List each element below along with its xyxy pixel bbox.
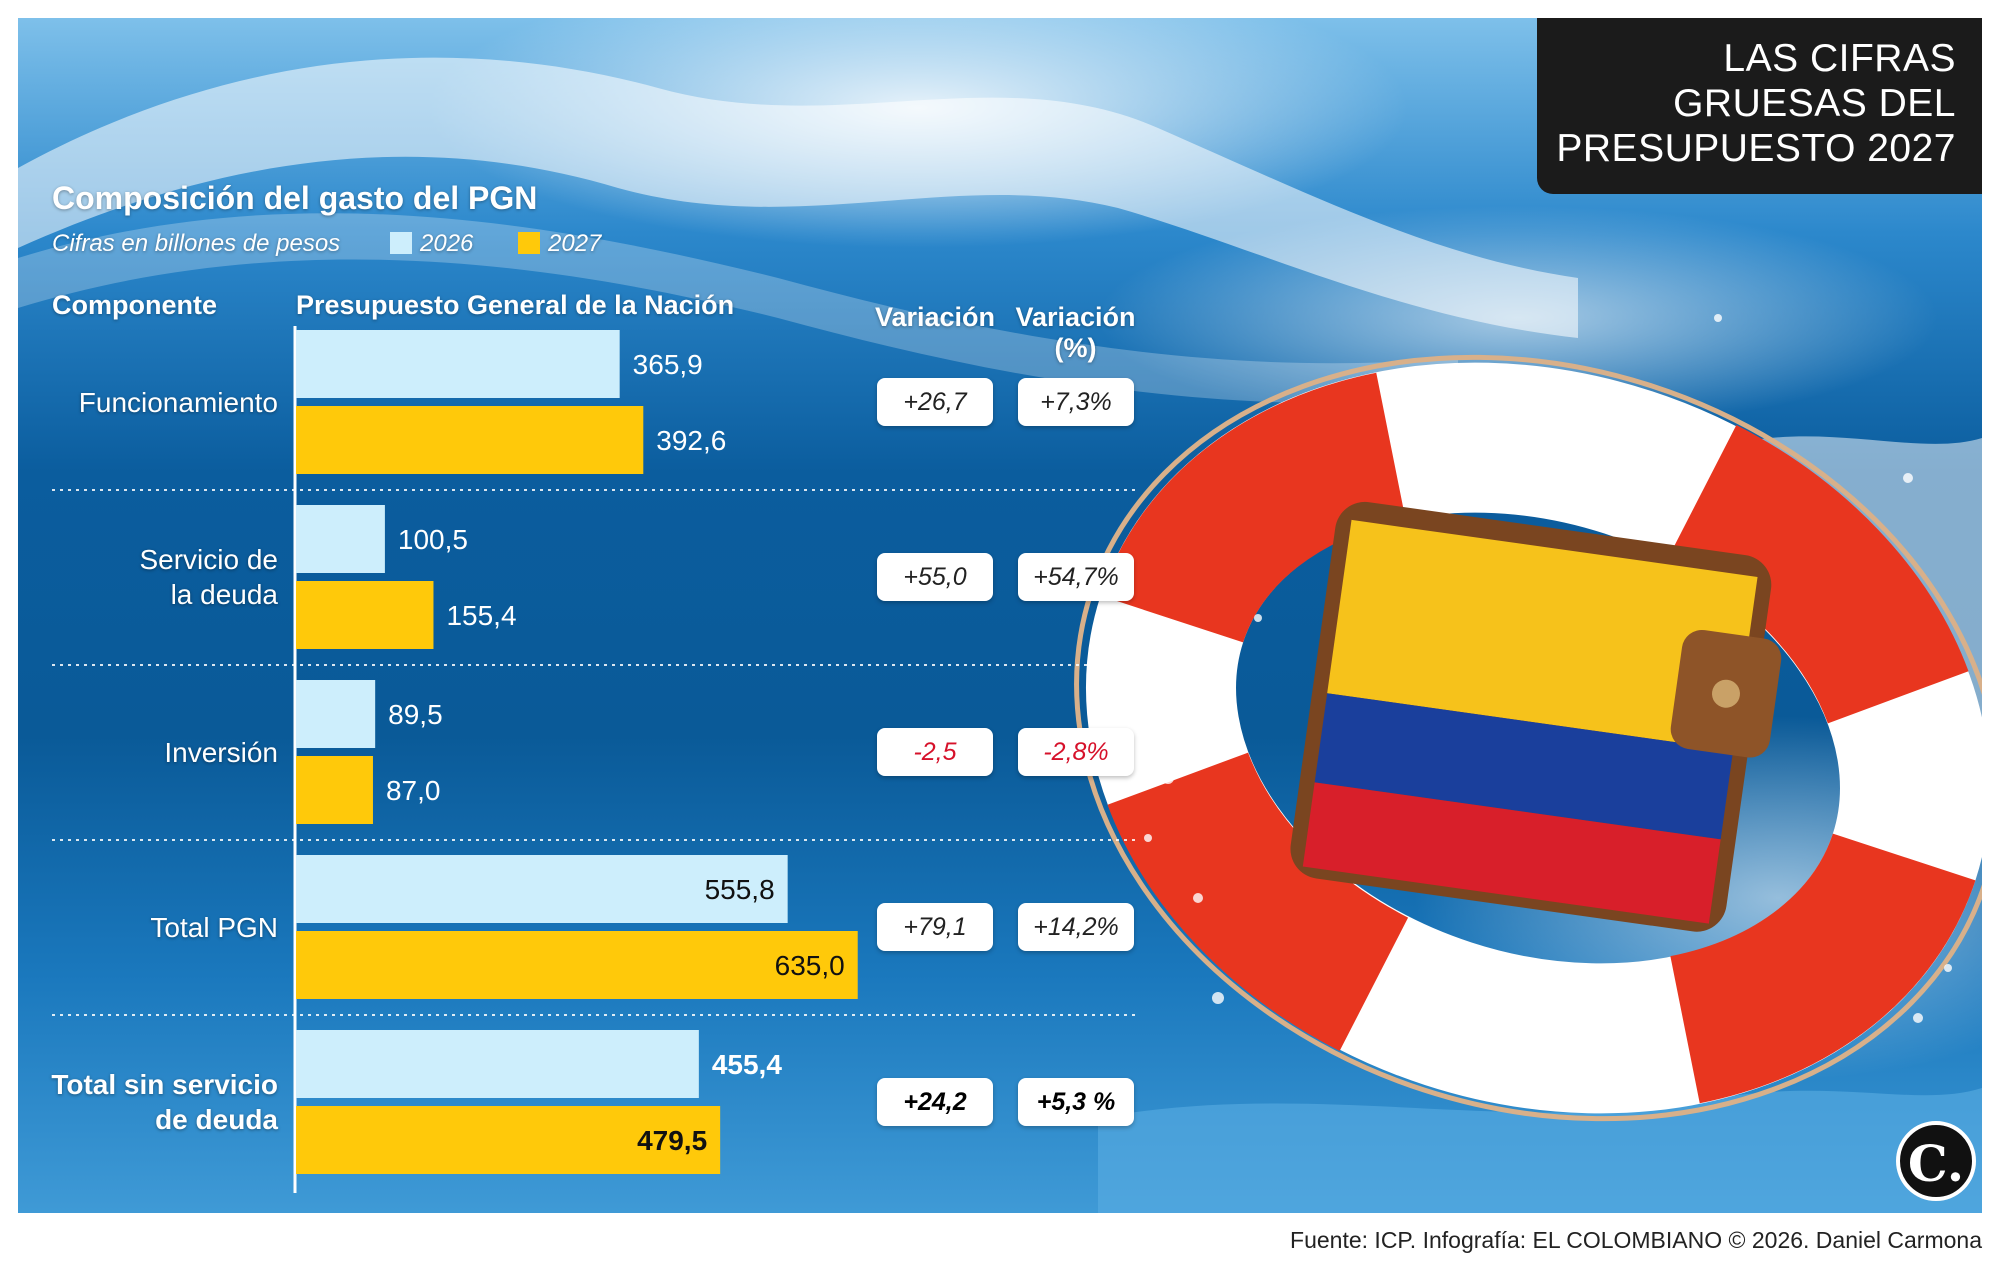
value-label-2026-1: 100,5 [398, 524, 468, 555]
legend-label-2027: 2027 [548, 230, 602, 257]
column-header-pgn: Presupuesto General de la Nación [296, 290, 735, 320]
life-ring-illustration [1074, 354, 1982, 1122]
value-label-2026-4: 455,4 [712, 1049, 782, 1080]
legend-item-2026: 2026 [390, 230, 473, 258]
column-header-variation: Variación [874, 302, 996, 332]
category-label-line: la deuda [170, 579, 278, 610]
value-label-2026-2: 89,5 [388, 699, 443, 730]
chart-subtitle: Cifras en billones de pesos [52, 230, 341, 257]
wallet-illustration [1290, 501, 1782, 932]
legend-label-2026: 2026 [420, 230, 474, 257]
bar-2026-2 [296, 680, 376, 748]
variation-pct-pill-2: -2,8% [1018, 728, 1134, 776]
variation-pill-1: +55,0 [877, 553, 993, 601]
bar-2027-0 [296, 406, 644, 474]
value-label-2026-0: 365,9 [633, 349, 703, 380]
headline-line-1: LAS CIFRAS [1723, 37, 1956, 80]
value-label-2027-0: 392,6 [656, 425, 726, 456]
variation-pct-pill-4: +5,3 % [1018, 1078, 1134, 1126]
infographic-canvas: LAS CIFRAS GRUESAS DEL PRESUPUESTO 2027 … [18, 18, 1982, 1213]
category-label-line: Inversión [164, 736, 278, 768]
background-illustration [18, 57, 1982, 1213]
variation-pill-4: +24,2 [877, 1078, 993, 1126]
category-label-1: Servicio de la deuda [18, 542, 278, 612]
variation-pill-2: -2,5 [877, 728, 993, 776]
bar-chart: 365,9 392,6 100,5 155,4 89,5 87,0 555,8 635,0 45… [52, 326, 1138, 1193]
column-header-component: Componente [52, 290, 217, 320]
bar-2026-1 [296, 505, 385, 573]
category-label-0: Funcionamiento [18, 385, 278, 420]
variation-pct-pill-0: +7,3% [1018, 378, 1134, 426]
legend-item-2027: 2027 [518, 230, 601, 258]
category-label-3: Total PGN [18, 910, 278, 945]
category-label-line: Funcionamiento [78, 386, 278, 418]
category-label-2: Inversión [18, 735, 278, 770]
variation-pill-3: +79,1 [877, 903, 993, 951]
bar-2027-4 [296, 1106, 721, 1174]
value-label-2027-2: 87,0 [386, 775, 441, 806]
bar-2027-2 [296, 756, 373, 824]
category-label-line: Total sin servicio [51, 1069, 278, 1100]
value-label-2026-3: 555,8 [705, 874, 775, 905]
category-label-line: Total PGN [150, 911, 278, 943]
headline-line-3: PRESUPUESTO 2027 [1556, 127, 1956, 170]
headline-box: LAS CIFRAS GRUESAS DEL PRESUPUESTO 2027 [1537, 18, 1982, 194]
value-label-2027-4: 479,5 [637, 1125, 707, 1156]
column-header-variation-pct-line2: (%) [1054, 333, 1097, 363]
chart-title: Composición del gasto del PGN [52, 180, 538, 216]
variation-pct-pill-3: +14,2% [1018, 903, 1134, 951]
bar-2026-4 [296, 1030, 699, 1098]
source-footer: Fuente: ICP. Infografía: EL COLOMBIANO ©… [1290, 1227, 1982, 1253]
value-label-2027-1: 155,4 [446, 600, 516, 631]
value-label-2027-3: 635,0 [775, 950, 845, 981]
column-header-variation-pct-line1: Variación [1015, 302, 1136, 332]
category-label-line: Servicio de [139, 544, 278, 575]
category-label-4: Total sin servicio de deuda [18, 1067, 278, 1137]
legend-swatch-2027 [518, 232, 540, 254]
variation-pill-0: +26,7 [877, 378, 993, 426]
column-header-variation-pct: Variación (%) [1008, 302, 1143, 364]
bar-2027-3 [296, 931, 858, 999]
bar-2026-3 [296, 855, 788, 923]
bar-2027-1 [296, 581, 434, 649]
legend-swatch-2026 [390, 232, 412, 254]
el-colombiano-logo: C. [1896, 1121, 1976, 1201]
variation-pct-pill-1: +54,7% [1018, 553, 1134, 601]
category-label-line: de deuda [155, 1104, 278, 1135]
bar-2026-0 [296, 330, 620, 398]
headline-line-2: GRUESAS DEL [1673, 82, 1956, 125]
